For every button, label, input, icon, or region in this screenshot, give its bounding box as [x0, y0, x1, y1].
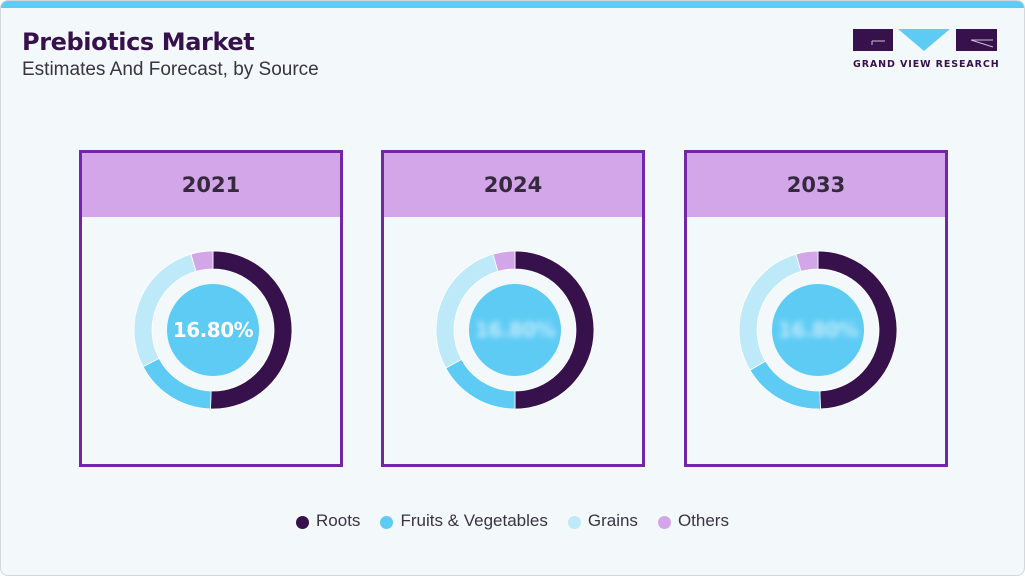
legend-item-roots: Roots — [296, 511, 360, 531]
logo-text: GRAND VIEW RESEARCH — [853, 59, 1000, 70]
card-header: 2021 — [82, 153, 340, 217]
year-card-2033: 2033 16.80% — [684, 150, 948, 467]
legend-label: Others — [677, 511, 729, 530]
card-year: 2033 — [786, 173, 846, 197]
card-header: 2024 — [384, 153, 642, 217]
legend-dot-icon — [567, 515, 581, 529]
donut-center-circle — [469, 284, 561, 376]
donut-center-circle — [167, 284, 259, 376]
legend-label: Grains — [587, 511, 638, 530]
legend-label: Roots — [316, 511, 361, 530]
donut-chart — [435, 250, 595, 410]
chart-subtitle: Estimates And Forecast, by Source — [22, 59, 319, 80]
legend-dot-icon — [380, 515, 394, 529]
donut-chart — [738, 250, 898, 410]
chart-legend: Roots Fruits & Vegetables Grains Others — [1, 511, 1024, 531]
card-year: 2024 — [483, 173, 543, 197]
donut-segment-others — [190, 250, 214, 272]
legend-dot-icon — [296, 515, 310, 529]
year-card-2024: 2024 16.80% — [381, 150, 645, 467]
legend-item-fruits-vegetables: Fruits & Vegetables — [380, 511, 548, 531]
legend-label: Fruits & Vegetables — [400, 511, 548, 530]
donut-chart — [133, 250, 293, 410]
legend-item-others: Others — [657, 511, 729, 531]
chart-title: Prebiotics Market — [22, 28, 255, 56]
donut-segment-others — [492, 250, 516, 272]
legend-item-grains: Grains — [567, 511, 638, 531]
grand-view-research-logo-icon — [853, 29, 997, 51]
card-header: 2033 — [687, 153, 945, 217]
top-accent-bar — [1, 1, 1024, 8]
year-card-2021: 2021 16.80% — [79, 150, 343, 467]
center-value-blurred: 16.80% — [777, 318, 859, 342]
center-value-blurred: 16.80% — [474, 318, 556, 342]
donut-segment-others — [795, 250, 819, 272]
center-value: 16.80% — [172, 318, 254, 342]
legend-dot-icon — [657, 515, 671, 529]
card-year: 2021 — [181, 173, 241, 197]
donut-center-circle — [772, 284, 864, 376]
